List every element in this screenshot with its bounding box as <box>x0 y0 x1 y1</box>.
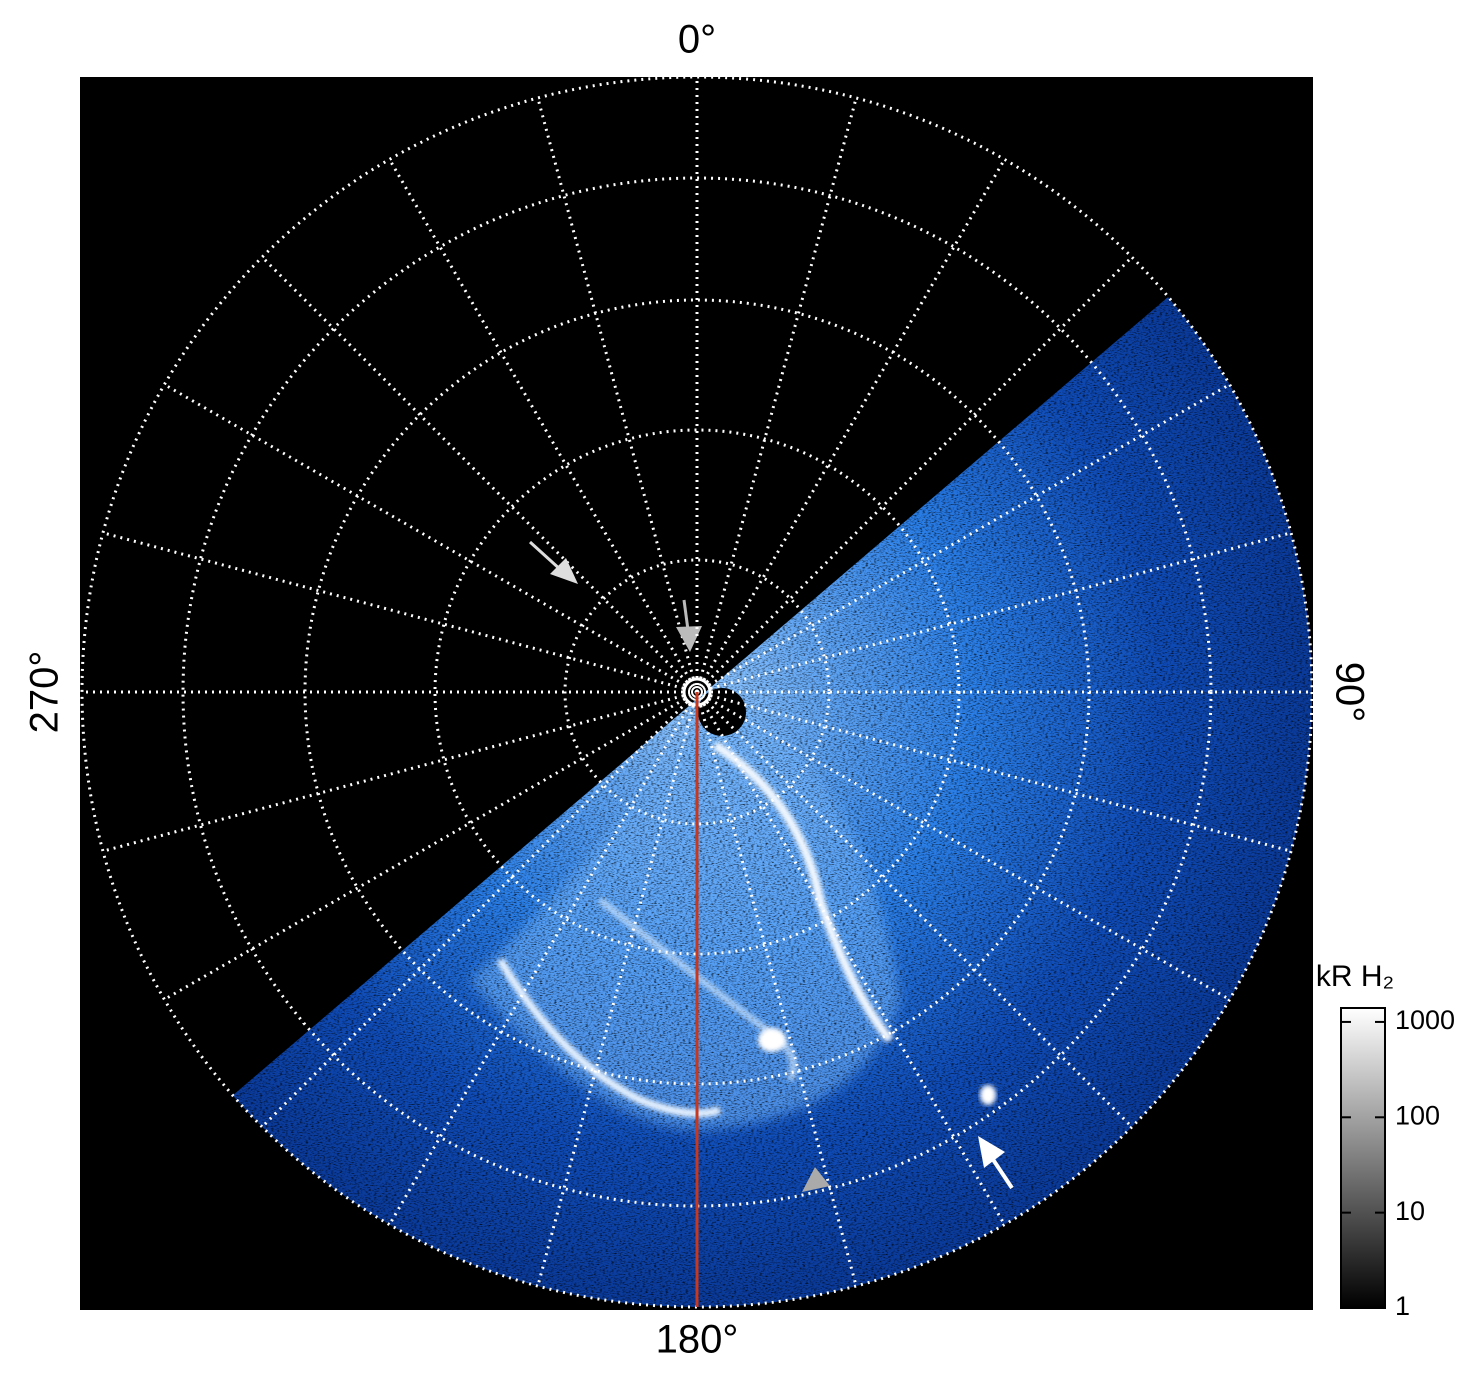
arrow <box>802 1167 830 1192</box>
arrow <box>550 558 578 584</box>
grid-spoke <box>536 691 699 1287</box>
grid-ring <box>181 176 1213 1208</box>
grid-spoke <box>696 531 1292 694</box>
grid-ring <box>563 558 831 826</box>
grid-spoke <box>695 256 1133 694</box>
grid-ring <box>433 428 961 956</box>
arrow <box>978 1136 1005 1168</box>
colorbar-tick-label: 100 <box>1395 1100 1440 1130</box>
angle-label: 180° <box>656 1318 739 1362</box>
grid-spoke <box>102 531 698 694</box>
grid-spoke <box>695 690 1133 1128</box>
grid-spoke <box>695 691 858 1287</box>
arrow <box>682 599 690 631</box>
colorbar <box>1340 1007 1386 1309</box>
angle-label: 0° <box>678 18 716 62</box>
colorbar-tick-label: 1 <box>1395 1291 1410 1321</box>
grid-spoke <box>163 690 698 1001</box>
arrow <box>676 626 702 652</box>
arrow <box>528 540 564 573</box>
grid-spoke <box>696 383 1231 694</box>
grid-spoke <box>695 158 1006 693</box>
grid-ring <box>80 77 1313 1309</box>
grid-spoke <box>388 691 699 1226</box>
colorbar-title: kR H₂ <box>1316 960 1394 993</box>
grid-spoke <box>536 97 699 693</box>
angle-label: 90° <box>1327 662 1371 723</box>
arrow <box>990 1156 1014 1190</box>
grid-spoke <box>696 690 1231 1001</box>
grid-spoke <box>261 256 699 694</box>
grid-spoke <box>695 691 1006 1226</box>
grid-spoke <box>695 97 858 693</box>
grid-spoke <box>696 690 1292 853</box>
angle-label: 270° <box>23 651 67 734</box>
grid-spoke <box>163 383 698 694</box>
grid-spoke <box>261 690 699 1128</box>
grid-spoke <box>102 690 698 853</box>
grid-spoke <box>388 158 699 693</box>
colorbar-tick-label: 10 <box>1395 1196 1425 1226</box>
colorbar-tick-label: 1000 <box>1395 1005 1455 1035</box>
arrows <box>528 540 1014 1192</box>
